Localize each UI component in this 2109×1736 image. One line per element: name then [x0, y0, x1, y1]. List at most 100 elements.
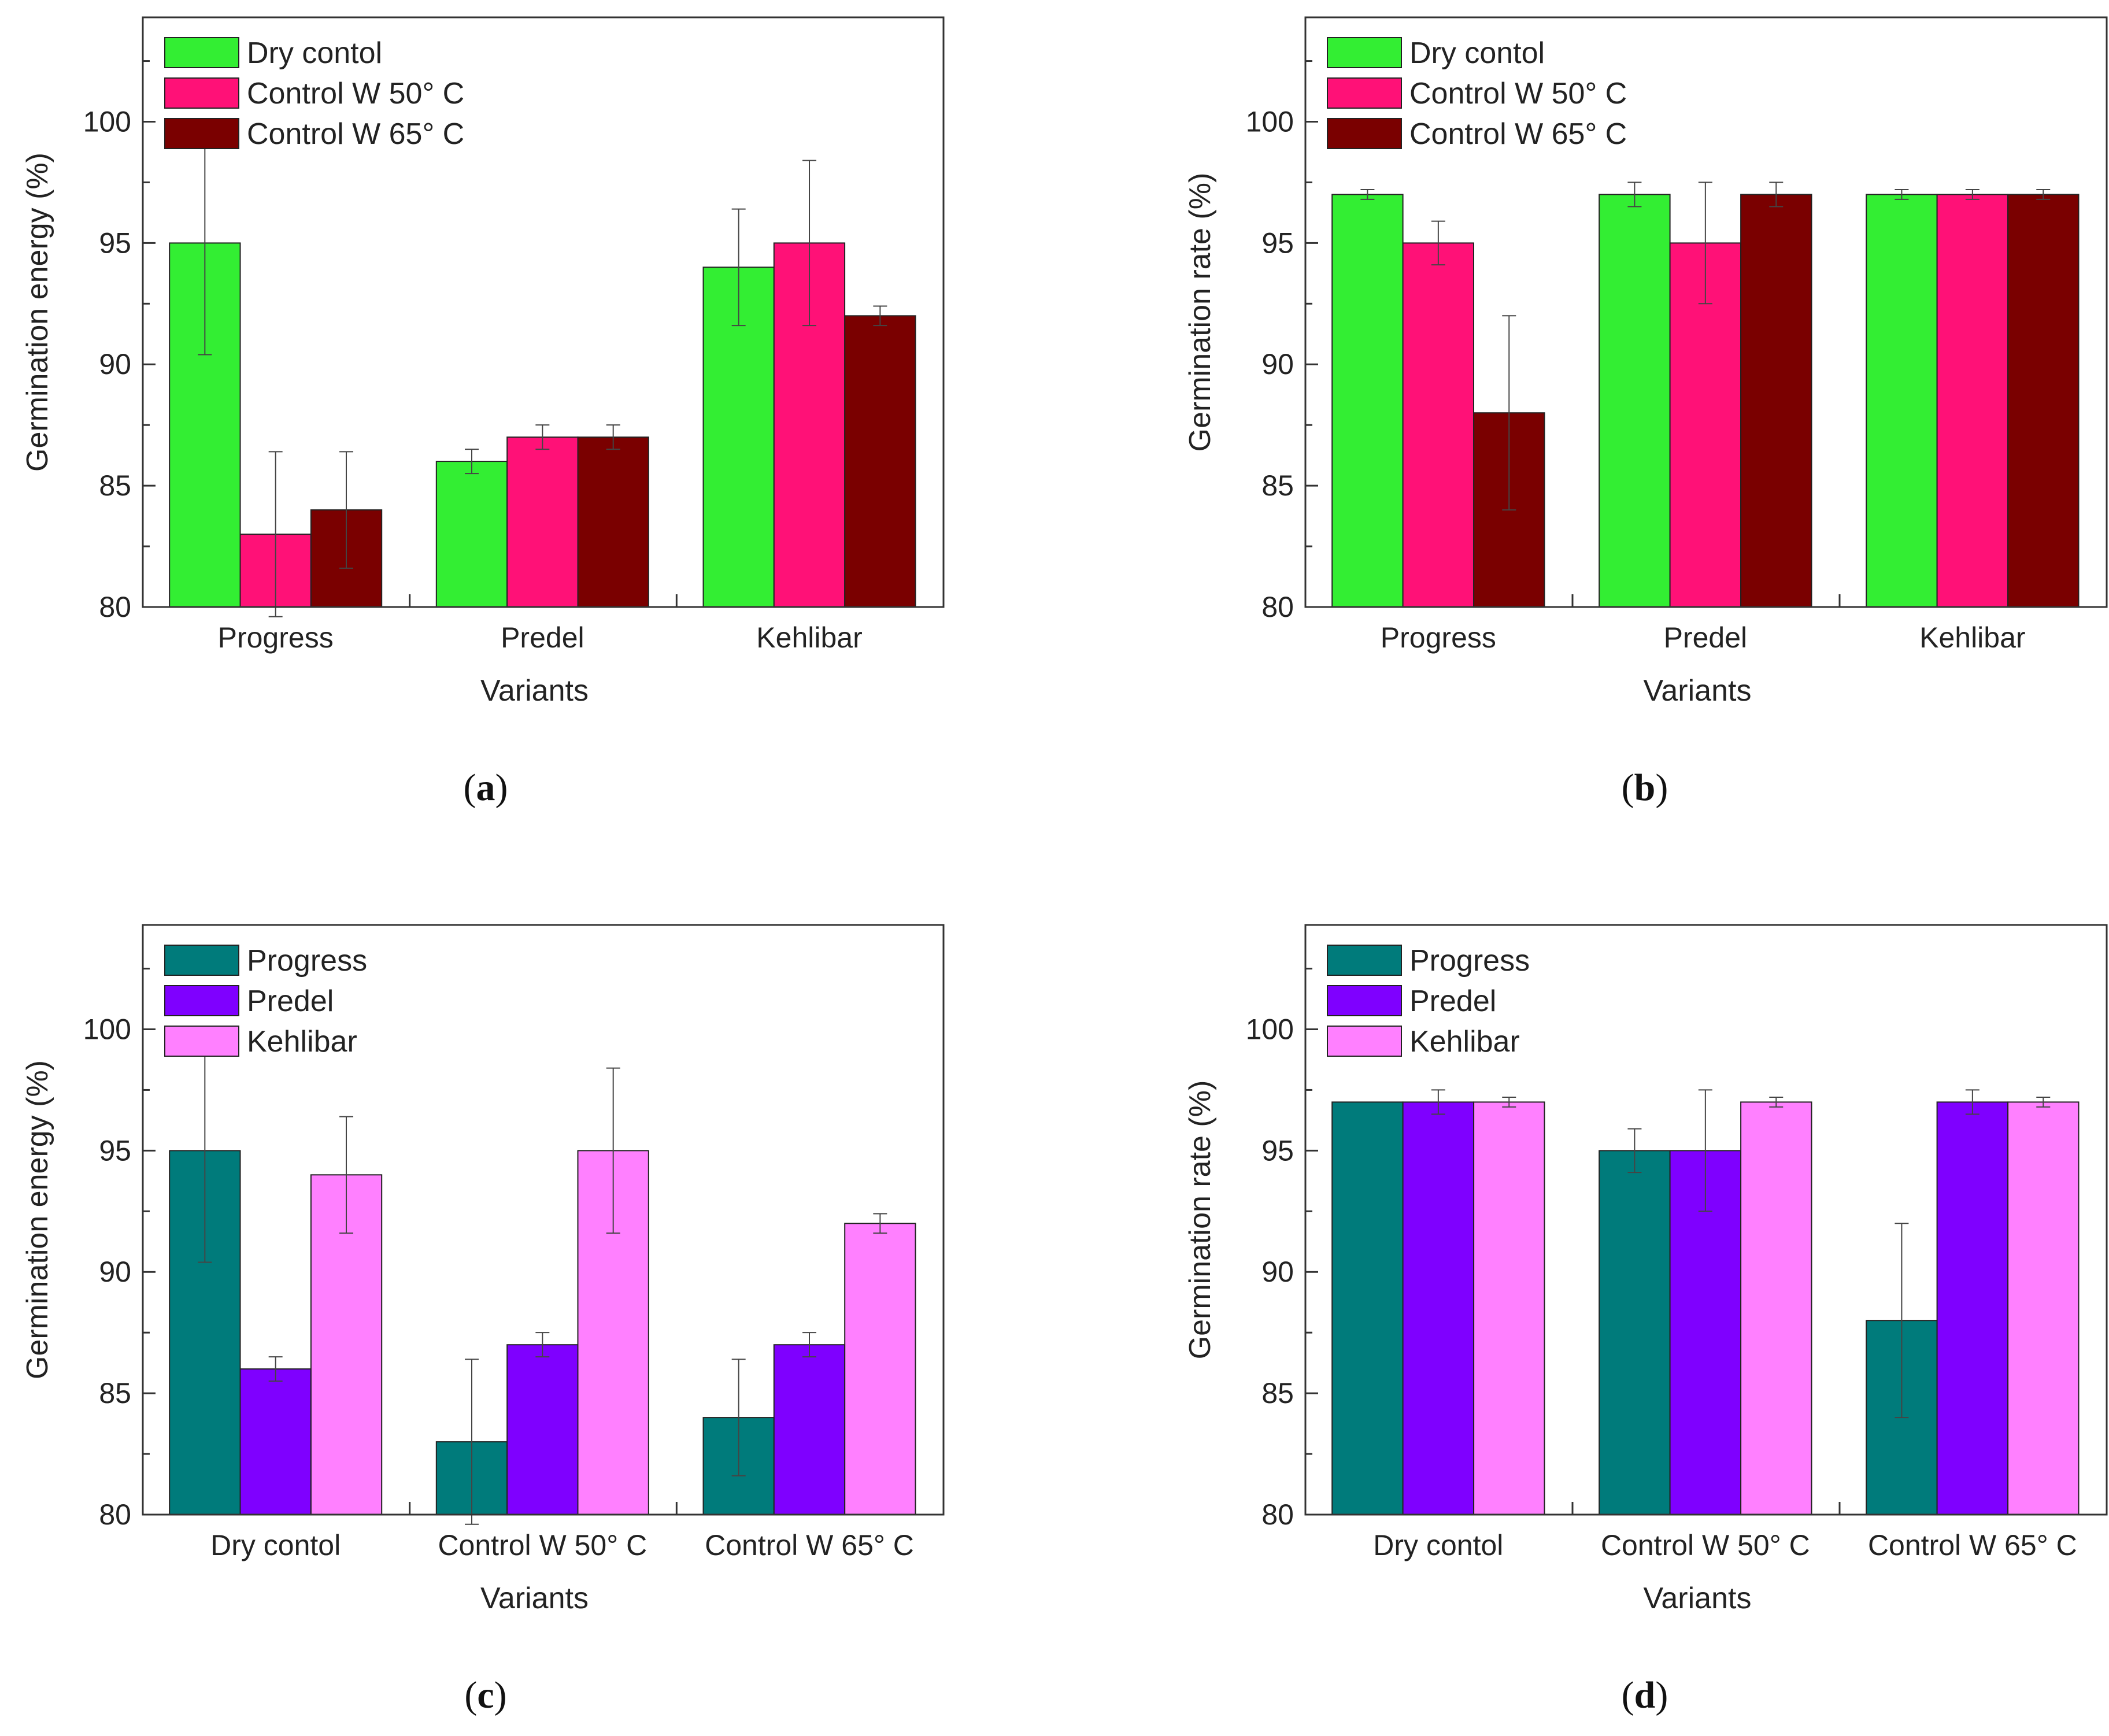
- x-tick-label: Kehlibar: [1919, 621, 2025, 654]
- legend: Progress Predel Kehlibar: [164, 944, 367, 1058]
- legend-swatch: [164, 945, 239, 976]
- bar-Predel-Control W 50° C: [506, 1344, 579, 1515]
- x-axis: Dry contol Control W 50° C Control W 65° C: [142, 1502, 945, 1561]
- bar-Control W 65° C-Kehlibar: [844, 315, 916, 608]
- legend-swatch: [1327, 945, 1402, 976]
- y-tick-label: 85: [99, 1377, 131, 1409]
- x-tick-label: Kehlibar: [756, 621, 862, 654]
- legend-swatch: [1327, 118, 1402, 149]
- y-axis-title: Germination rate (%): [1183, 1080, 1217, 1360]
- panel-label-b: (b): [1621, 767, 1668, 809]
- x-tick-label: Progress: [1381, 621, 1496, 654]
- bar-Dry contol-Progress: [1331, 194, 1404, 608]
- bar-Predel-Control W 65° C: [773, 1344, 846, 1515]
- legend-swatch: [1327, 37, 1402, 68]
- y-tick-label: 80: [1261, 591, 1294, 623]
- y-tick-label: 95: [99, 227, 131, 259]
- legend-label: Progress: [1409, 944, 1530, 978]
- legend-swatch: [164, 985, 239, 1016]
- x-axis: Progress Predel Kehlibar: [1304, 594, 2108, 654]
- chart-b: 80 85 90 95 100 Progress Predel Kehlibar Variant…: [1183, 16, 2108, 708]
- x-tick-label: Control W 50° C: [1601, 1529, 1810, 1561]
- chart-d: 80 85 90 95 100 Dry contol Control W 50° C Cont…: [1183, 924, 2108, 1615]
- legend: Progress Predel Kehlibar: [1327, 944, 1530, 1058]
- x-axis-title: Variants: [1644, 1582, 1752, 1615]
- panel-label-d: (d): [1621, 1674, 1668, 1716]
- x-tick-label: Predel: [501, 621, 584, 654]
- legend: Dry contol Control W 50° C Control W 65° C: [1327, 36, 1627, 151]
- y-tick-label: 95: [1261, 227, 1294, 259]
- legend-label: Control W 65° C: [1409, 117, 1627, 151]
- bar-Control W 65° C-Predel: [577, 436, 649, 608]
- plot-frame: [142, 16, 945, 608]
- bar-Control W 65° C-Kehlibar: [2007, 194, 2080, 608]
- legend-label: Kehlibar: [247, 1025, 357, 1058]
- bars: [1331, 1089, 2080, 1515]
- y-axis: 80 85 90 95 100: [1246, 60, 1318, 623]
- chart-c: 80 85 90 95 100 Dry contol Control W 50° C Cont…: [21, 924, 945, 1615]
- panel-label-a: (a): [463, 767, 508, 809]
- bar-Kehlibar-Control W 50° C: [1740, 1101, 1812, 1515]
- bar-Kehlibar-Dry contol: [1473, 1101, 1545, 1515]
- y-tick-label: 95: [99, 1134, 131, 1167]
- bar-Progress-Dry contol: [1331, 1101, 1404, 1515]
- legend-label: Control W 50° C: [247, 77, 464, 110]
- plot-frame: [1304, 924, 2108, 1516]
- bar-Dry contol-Kehlibar: [1866, 194, 1938, 608]
- panel-d: 80 85 90 95 100 Dry contol Control W 50° C Cont…: [1054, 867, 2109, 1734]
- legend-label: Dry contol: [247, 36, 382, 70]
- x-axis-title: Variants: [1644, 674, 1752, 708]
- x-axis: Progress Predel Kehlibar: [142, 594, 945, 654]
- bar-Kehlibar-Control W 65° C: [2007, 1101, 2080, 1515]
- legend-swatch: [1327, 985, 1402, 1016]
- y-axis: 80 85 90 95 100: [1246, 968, 1318, 1531]
- legend-label: Predel: [247, 984, 334, 1018]
- chart-a: 80 85 90 95 100 Progress Predel Kehlibar Variant…: [21, 16, 945, 708]
- x-tick-label: Progress: [218, 621, 334, 654]
- x-tick-label: Control W 65° C: [1868, 1529, 2077, 1561]
- bar-Dry contol-Predel: [1599, 194, 1671, 608]
- y-axis: 80 85 90 95 100: [83, 968, 156, 1531]
- legend-swatch: [164, 1026, 239, 1057]
- y-tick-label: 100: [83, 1013, 131, 1045]
- y-tick-label: 100: [1246, 1013, 1294, 1045]
- bar-Progress-Control W 50° C: [1599, 1150, 1671, 1515]
- y-tick-label: 80: [99, 591, 131, 623]
- y-tick-label: 85: [99, 469, 131, 502]
- y-tick-label: 95: [1261, 1134, 1294, 1167]
- bars: [169, 131, 916, 617]
- y-tick-label: 80: [1261, 1498, 1294, 1531]
- x-tick-label: Control W 50° C: [438, 1529, 647, 1561]
- panel-c: 80 85 90 95 100 Dry contol Control W 50° C Cont…: [0, 867, 1054, 1734]
- y-tick-label: 100: [1246, 105, 1294, 138]
- legend-swatch: [164, 118, 239, 149]
- x-axis: Dry contol Control W 50° C Control W 65° C: [1304, 1502, 2108, 1561]
- bar-Control W 65° C-Predel: [1740, 194, 1812, 608]
- bar-Kehlibar-Control W 65° C: [844, 1223, 916, 1515]
- x-axis-title: Variants: [480, 674, 589, 708]
- x-axis-title: Variants: [480, 1582, 589, 1615]
- legend-label: Progress: [247, 944, 367, 978]
- bar-Control W 50° C-Progress: [1402, 242, 1474, 608]
- panel-b: 80 85 90 95 100 Progress Predel Kehlibar Variant…: [1054, 0, 2109, 867]
- y-tick-label: 85: [1261, 469, 1294, 502]
- bars: [169, 1038, 916, 1525]
- x-tick-label: Dry contol: [210, 1529, 341, 1561]
- y-axis-title: Germination energy (%): [21, 1060, 54, 1379]
- x-tick-label: Dry contol: [1373, 1529, 1503, 1561]
- bar-Predel-Dry contol: [239, 1368, 312, 1515]
- y-tick-label: 90: [1261, 348, 1294, 380]
- y-tick-label: 85: [1261, 1377, 1294, 1409]
- bar-Predel-Control W 65° C: [1936, 1101, 2008, 1515]
- legend: Dry contol Control W 50° C Control W 65° C: [164, 36, 464, 151]
- bar-Dry contol-Predel: [435, 461, 508, 608]
- x-tick-label: Control W 65° C: [705, 1529, 914, 1561]
- legend-swatch: [164, 77, 239, 109]
- y-tick-label: 90: [1261, 1256, 1294, 1288]
- y-tick-label: 100: [83, 105, 131, 138]
- legend-label: Dry contol: [1409, 36, 1545, 70]
- plot-frame: [1304, 16, 2108, 608]
- bar-Predel-Dry contol: [1402, 1101, 1474, 1515]
- y-tick-label: 80: [99, 1498, 131, 1531]
